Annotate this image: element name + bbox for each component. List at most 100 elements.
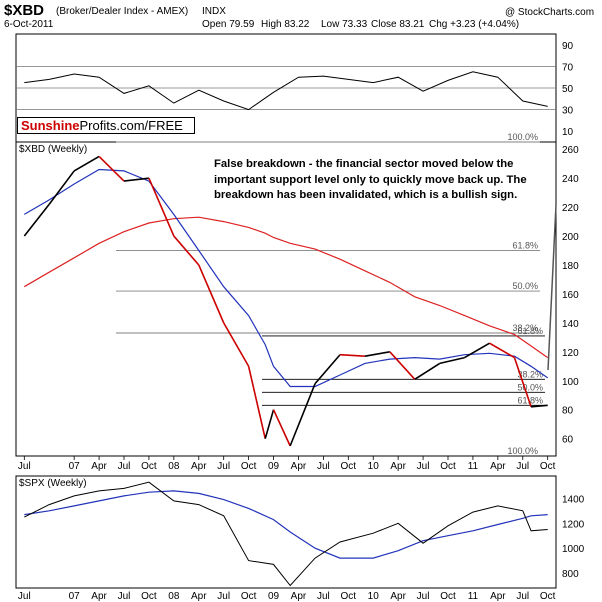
- spx-tick-label: 1400: [562, 494, 585, 505]
- price-segment: [73, 155, 100, 172]
- x-tick-label: Jul: [317, 461, 330, 472]
- price-plot: 100.0%61.8%50.0%38.2%61.8%38.2%50.0%61.8…: [23, 132, 557, 457]
- x-tick-label: Apr: [91, 461, 107, 472]
- fib-level-label: 61.8%: [517, 326, 543, 336]
- stat-change: Chg +3.23 (+4.04%): [429, 19, 519, 30]
- price-segment: [314, 354, 341, 385]
- chart-date: 6-Oct-2011: [4, 19, 54, 30]
- x-tick-label-bottom: Jul: [217, 591, 230, 602]
- x-tick-label: 11: [468, 461, 479, 472]
- price-segment: [339, 353, 365, 357]
- ma-long-line: [23, 216, 549, 359]
- x-tick-label-bottom: 11: [468, 591, 479, 602]
- rsi-tick-label: 50: [562, 84, 574, 95]
- x-tick-label-bottom: Apr: [91, 591, 107, 602]
- spx-ma-line: [24, 490, 548, 559]
- price-segment: [289, 383, 316, 447]
- x-tick-label: 10: [368, 461, 380, 472]
- rsi-tick-label: 10: [562, 127, 574, 138]
- fib-level-label: 100.0%: [507, 446, 538, 456]
- fib-level-label: 100.0%: [507, 132, 538, 142]
- price-segment: [222, 322, 250, 367]
- annotation-line-1: False breakdown - the financial sector m…: [214, 158, 514, 170]
- price-segment: [464, 342, 490, 359]
- x-tick-label-bottom: 10: [368, 591, 380, 602]
- price-segment: [389, 351, 416, 380]
- price-segment: [23, 203, 50, 237]
- price-tick-label: 160: [562, 290, 579, 301]
- x-tick-label-bottom: Jul: [118, 591, 131, 602]
- rsi-plot: [16, 66, 556, 111]
- price-tick-label: 220: [562, 203, 579, 214]
- x-tick-label: Jul: [118, 461, 131, 472]
- price-segment: [123, 177, 150, 182]
- x-tick-label: Oct: [440, 461, 456, 472]
- x-tick-label: Jul: [18, 461, 31, 472]
- price-tick-label: 140: [562, 319, 579, 330]
- fib-level-label: 50.0%: [512, 281, 538, 291]
- x-tick-label-bottom: Jul: [18, 591, 31, 602]
- x-tick-label-bottom: Apr: [490, 591, 506, 602]
- annotation-box: False breakdown - the financial sector m…: [214, 157, 544, 204]
- price-tick-label: 180: [562, 261, 579, 272]
- rsi-tick-label: 30: [562, 106, 574, 117]
- spx-tick-label: 800: [562, 569, 579, 580]
- x-tick-label-bottom: Jul: [417, 591, 430, 602]
- x-tick-label: Jul: [417, 461, 430, 472]
- x-tick-label: 09: [268, 461, 280, 472]
- x-tick-label-bottom: Oct: [440, 591, 456, 602]
- x-tick-label: Apr: [390, 461, 406, 472]
- x-tick-label-bottom: Jul: [317, 591, 330, 602]
- spx-tick-label: 1000: [562, 544, 585, 555]
- fib-level-label: 61.8%: [512, 241, 538, 251]
- annotation-line-2: important support level only to quickly …: [214, 173, 527, 186]
- stat-close: Close 83.21: [371, 19, 425, 30]
- stat-open: Open 79.59: [202, 19, 255, 30]
- annotation-arrow: [547, 204, 557, 371]
- x-tick-label-bottom: Apr: [390, 591, 406, 602]
- price-segment: [489, 342, 515, 359]
- x-tick-label-bottom: 09: [268, 591, 280, 602]
- price-segment: [48, 170, 75, 205]
- x-tick-label: Oct: [241, 461, 257, 472]
- chart-exchange: INDX: [202, 6, 226, 17]
- price-segment: [98, 155, 125, 182]
- spx-panel-title: $SPX (Weekly): [19, 478, 87, 489]
- price-segment: [531, 404, 548, 408]
- stat-low: Low 73.33: [321, 19, 368, 30]
- rsi-tick-label: 70: [562, 62, 574, 73]
- x-tick-label-bottom: Apr: [191, 591, 207, 602]
- x-tick-label: 08: [168, 461, 180, 472]
- spx-plot: [24, 481, 548, 587]
- chart-description: (Broker/Dealer Index - AMEX): [56, 6, 188, 17]
- price-segment: [173, 235, 200, 266]
- price-tick-label: 80: [562, 406, 574, 417]
- x-tick-label: 07: [69, 461, 81, 472]
- fib-level-label: 38.2%: [517, 369, 543, 379]
- x-tick-label-bottom: Oct: [341, 591, 357, 602]
- price-panel-title: $XBD (Weekly): [19, 144, 87, 155]
- price-segment: [513, 357, 532, 408]
- x-tick-label: Oct: [341, 461, 357, 472]
- x-tick-label-bottom: Apr: [291, 591, 307, 602]
- price-tick-label: 260: [562, 145, 579, 156]
- price-segment: [414, 362, 441, 380]
- annotation-line-3: breakdown has been invalidated, which is…: [214, 189, 518, 201]
- x-tick-label-bottom: Oct: [141, 591, 157, 602]
- rsi-tick-label: 90: [562, 41, 574, 52]
- price-segment: [198, 264, 225, 324]
- brand-part1: Sunshine: [21, 118, 80, 133]
- fib-level-label: 38.2%: [512, 323, 538, 333]
- x-tick-label: Jul: [217, 461, 230, 472]
- watermark: @ StockCharts.com: [505, 7, 594, 18]
- brand-part2: Profits.com/FREE: [79, 118, 183, 133]
- spx-panel: [15, 475, 557, 589]
- x-tick-label-bottom: Oct: [540, 591, 556, 602]
- axis-labels: 10 30 50 70 90 60 80 100 120 140 160 180 200 220 240 26…: [18, 41, 585, 602]
- price-tick-label: 120: [562, 348, 579, 359]
- stat-high: High 83.22: [261, 19, 310, 30]
- chart-symbol: $XBD: [4, 2, 44, 19]
- price-segment: [247, 366, 267, 439]
- price-segment: [264, 409, 275, 439]
